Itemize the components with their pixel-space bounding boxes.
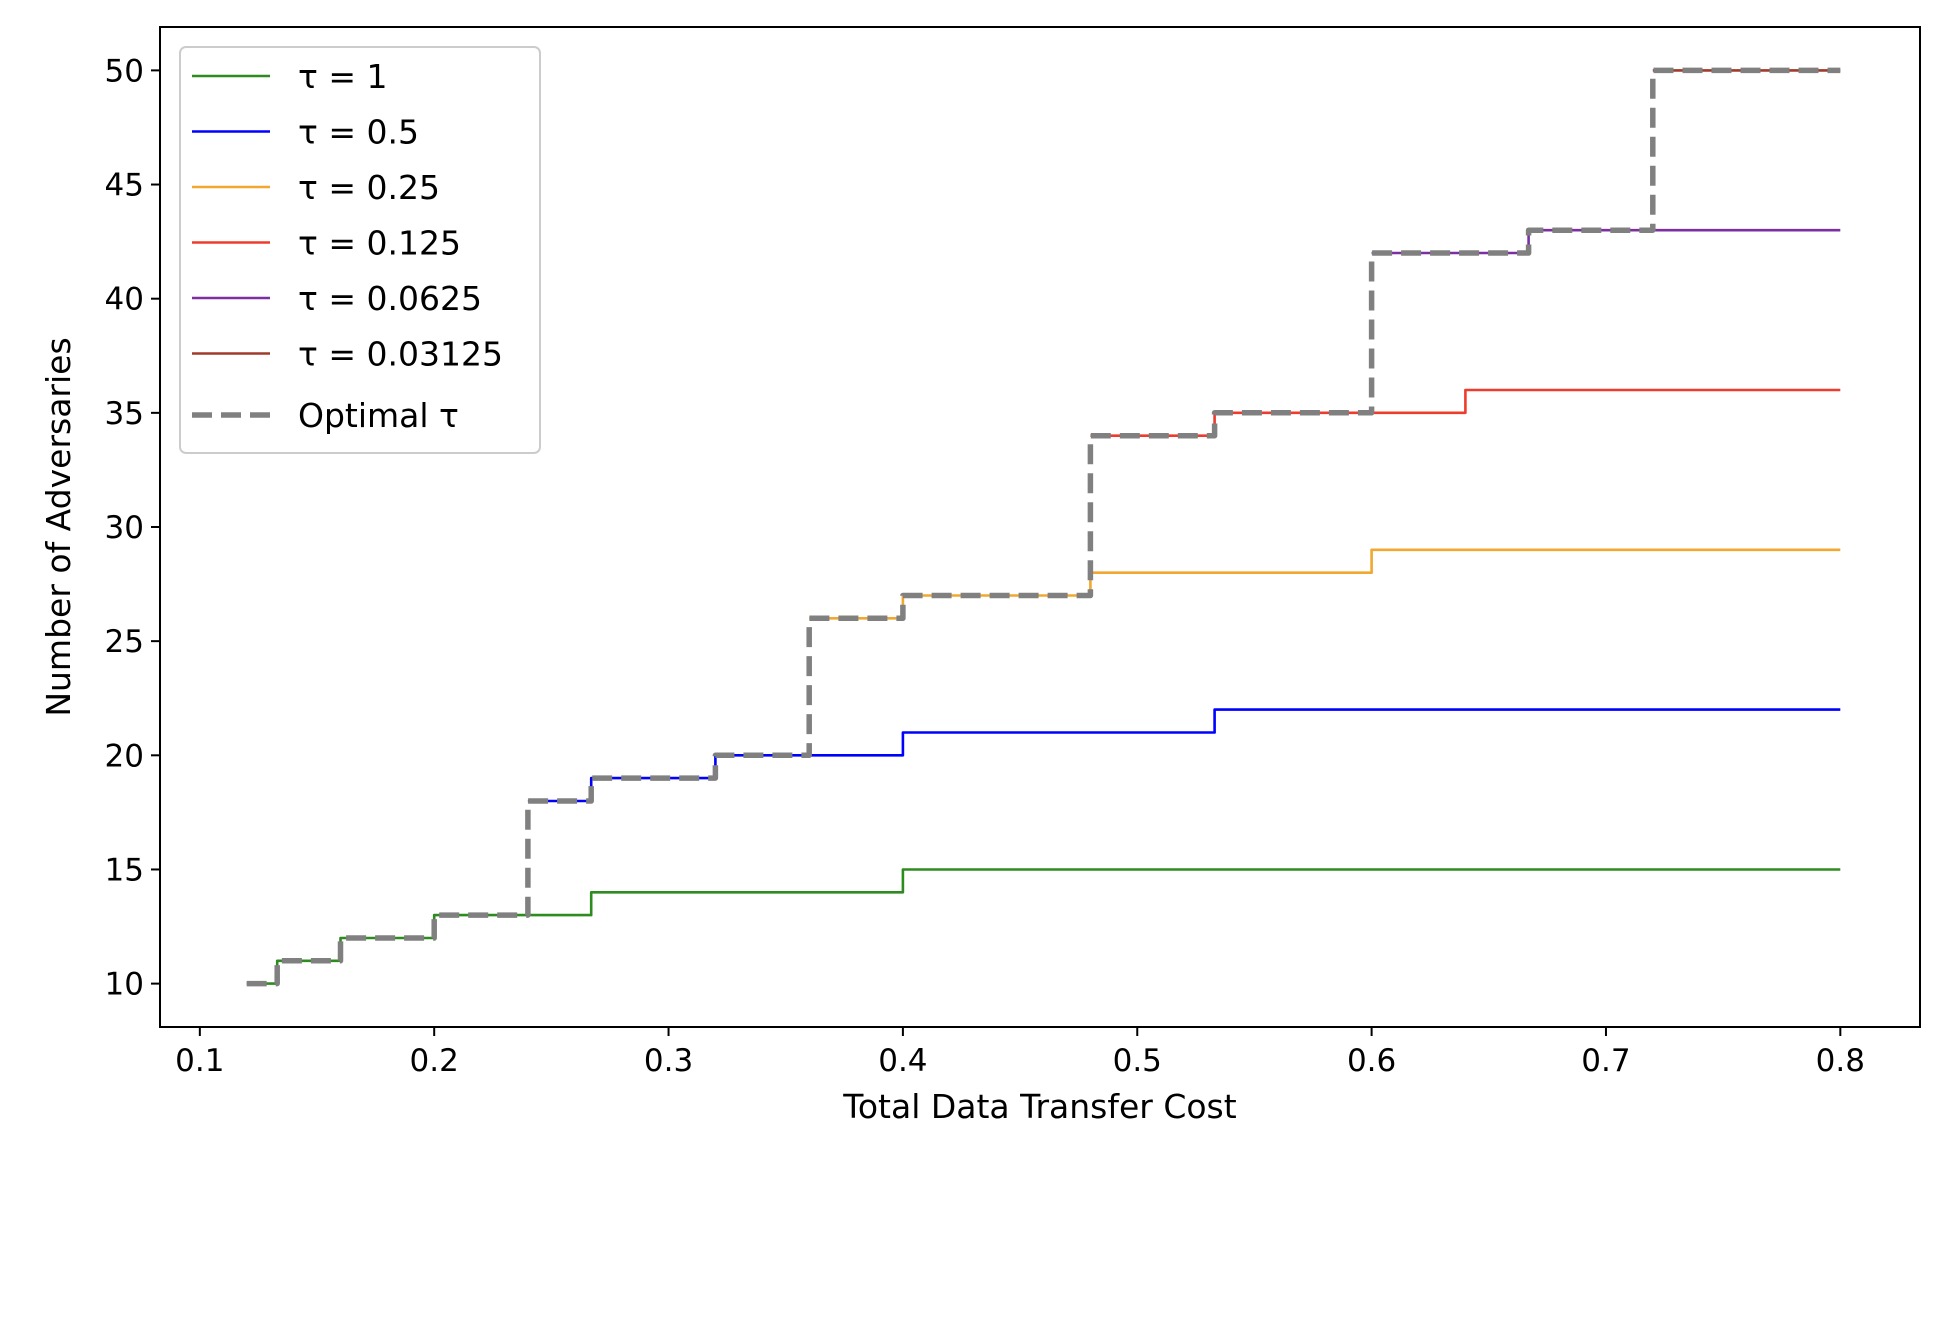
y-axis: 10 15 20 25 30 35 40 45 50 (105, 53, 160, 1003)
x-tick-label: 0.5 (1113, 1043, 1162, 1079)
y-axis-title: Number of Adversaries (39, 337, 78, 716)
legend: τ = 1 τ = 0.5 τ = 0.25 τ = 0.125 τ = 0.0625 τ… (179, 46, 541, 454)
x-tick-label: 0.3 (644, 1043, 693, 1079)
x-axis: 0.1 0.2 0.3 0.4 0.5 0.6 0.7 0.8 (175, 1027, 1865, 1079)
x-tick-label: 0.8 (1816, 1043, 1865, 1079)
legend-label: τ = 0.0625 (298, 279, 482, 318)
x-tick-label: 0.2 (410, 1043, 459, 1079)
legend-label: Optimal τ (298, 396, 459, 435)
y-tick-label: 35 (105, 396, 144, 432)
y-tick-label: 10 (105, 967, 144, 1003)
y-tick-label: 30 (105, 510, 144, 546)
x-axis-title: Total Data Transfer Cost (842, 1087, 1236, 1126)
x-tick-label: 0.1 (175, 1043, 224, 1079)
legend-label: τ = 0.125 (298, 224, 461, 263)
series-line-4 (1090, 388, 1841, 437)
legend-label: τ = 0.03125 (298, 335, 503, 374)
series-line-1 (246, 868, 1841, 985)
series-line-5 (1371, 228, 1841, 255)
x-tick-label: 0.4 (878, 1043, 927, 1079)
legend-box (179, 46, 541, 454)
legend-label: τ = 0.5 (298, 113, 419, 152)
x-tick-label: 0.7 (1581, 1043, 1630, 1079)
series-layer (246, 67, 1841, 987)
series-line-7 (246, 67, 1841, 987)
series-line-3 (809, 548, 1841, 620)
legend-label: τ = 0.25 (298, 168, 440, 207)
legend-label: τ = 1 (298, 57, 388, 96)
y-tick-label: 15 (105, 852, 144, 888)
y-tick-label: 25 (105, 624, 144, 660)
y-tick-label: 40 (105, 282, 144, 318)
x-tick-label: 0.6 (1347, 1043, 1396, 1079)
y-tick-label: 50 (105, 53, 144, 89)
y-tick-label: 45 (105, 168, 144, 204)
y-tick-label: 20 (105, 738, 144, 774)
